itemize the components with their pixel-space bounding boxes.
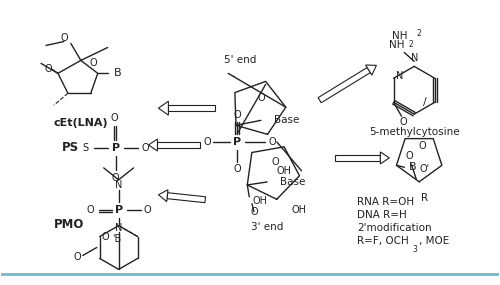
Text: PMO: PMO — [54, 218, 84, 231]
Text: O: O — [87, 205, 94, 215]
Text: O: O — [204, 137, 211, 147]
Text: 2: 2 — [409, 40, 414, 50]
Text: Base: Base — [280, 177, 305, 187]
Text: cEt(LNA): cEt(LNA) — [54, 118, 108, 128]
Text: N: N — [410, 53, 418, 63]
Text: , MOE: , MOE — [419, 235, 450, 245]
Text: R=F, OCH: R=F, OCH — [358, 235, 409, 245]
Polygon shape — [148, 139, 158, 151]
Text: NH: NH — [392, 30, 408, 40]
Text: DNA R=H: DNA R=H — [358, 210, 407, 220]
Text: O: O — [406, 151, 413, 161]
Text: O: O — [234, 110, 241, 120]
Text: N: N — [396, 71, 403, 81]
Text: N: N — [115, 223, 122, 233]
Text: O: O — [44, 64, 52, 74]
Polygon shape — [366, 65, 376, 75]
Polygon shape — [158, 142, 200, 148]
Text: O: O — [90, 58, 98, 68]
Text: O: O — [102, 231, 110, 242]
Text: O': O' — [420, 164, 430, 174]
Text: O: O — [111, 113, 118, 123]
Text: B: B — [408, 162, 416, 172]
Text: 5-methylcytosine: 5-methylcytosine — [369, 127, 460, 137]
Text: O: O — [234, 164, 241, 174]
Polygon shape — [380, 152, 390, 164]
Text: N: N — [115, 180, 122, 190]
Polygon shape — [318, 68, 370, 103]
Text: Base: Base — [274, 115, 299, 125]
Text: O: O — [250, 207, 258, 217]
Text: 2'modification: 2'modification — [358, 223, 432, 233]
Text: 5' end: 5' end — [224, 55, 256, 65]
Polygon shape — [168, 105, 215, 111]
Text: 'B: 'B — [112, 233, 121, 243]
Text: OH: OH — [276, 166, 291, 176]
Text: OH: OH — [292, 205, 307, 215]
Text: R: R — [420, 193, 428, 203]
Text: O: O — [73, 253, 80, 262]
Text: P: P — [233, 137, 241, 147]
Text: 3: 3 — [412, 245, 417, 255]
Text: PS: PS — [62, 141, 80, 154]
Text: O: O — [257, 93, 265, 103]
Text: 3' end: 3' end — [250, 222, 283, 232]
Text: NH: NH — [388, 40, 404, 50]
Text: •: • — [232, 74, 235, 79]
Text: /: / — [423, 97, 427, 107]
Text: O: O — [268, 137, 276, 147]
Text: 2: 2 — [416, 28, 421, 38]
Text: O: O — [112, 173, 120, 183]
Text: OH: OH — [252, 196, 268, 206]
Text: O: O — [400, 117, 407, 127]
Polygon shape — [158, 190, 168, 201]
Polygon shape — [167, 193, 205, 203]
Polygon shape — [158, 101, 168, 115]
Text: B: B — [114, 68, 122, 78]
Text: O: O — [142, 143, 150, 153]
Text: O: O — [418, 141, 426, 151]
Text: S: S — [82, 143, 89, 153]
Text: P: P — [114, 205, 122, 215]
Text: O: O — [271, 157, 278, 167]
Text: O: O — [60, 32, 68, 42]
Text: O: O — [144, 205, 152, 215]
Text: RNA R=OH: RNA R=OH — [358, 197, 414, 207]
Polygon shape — [334, 155, 380, 161]
Text: P: P — [112, 143, 120, 153]
